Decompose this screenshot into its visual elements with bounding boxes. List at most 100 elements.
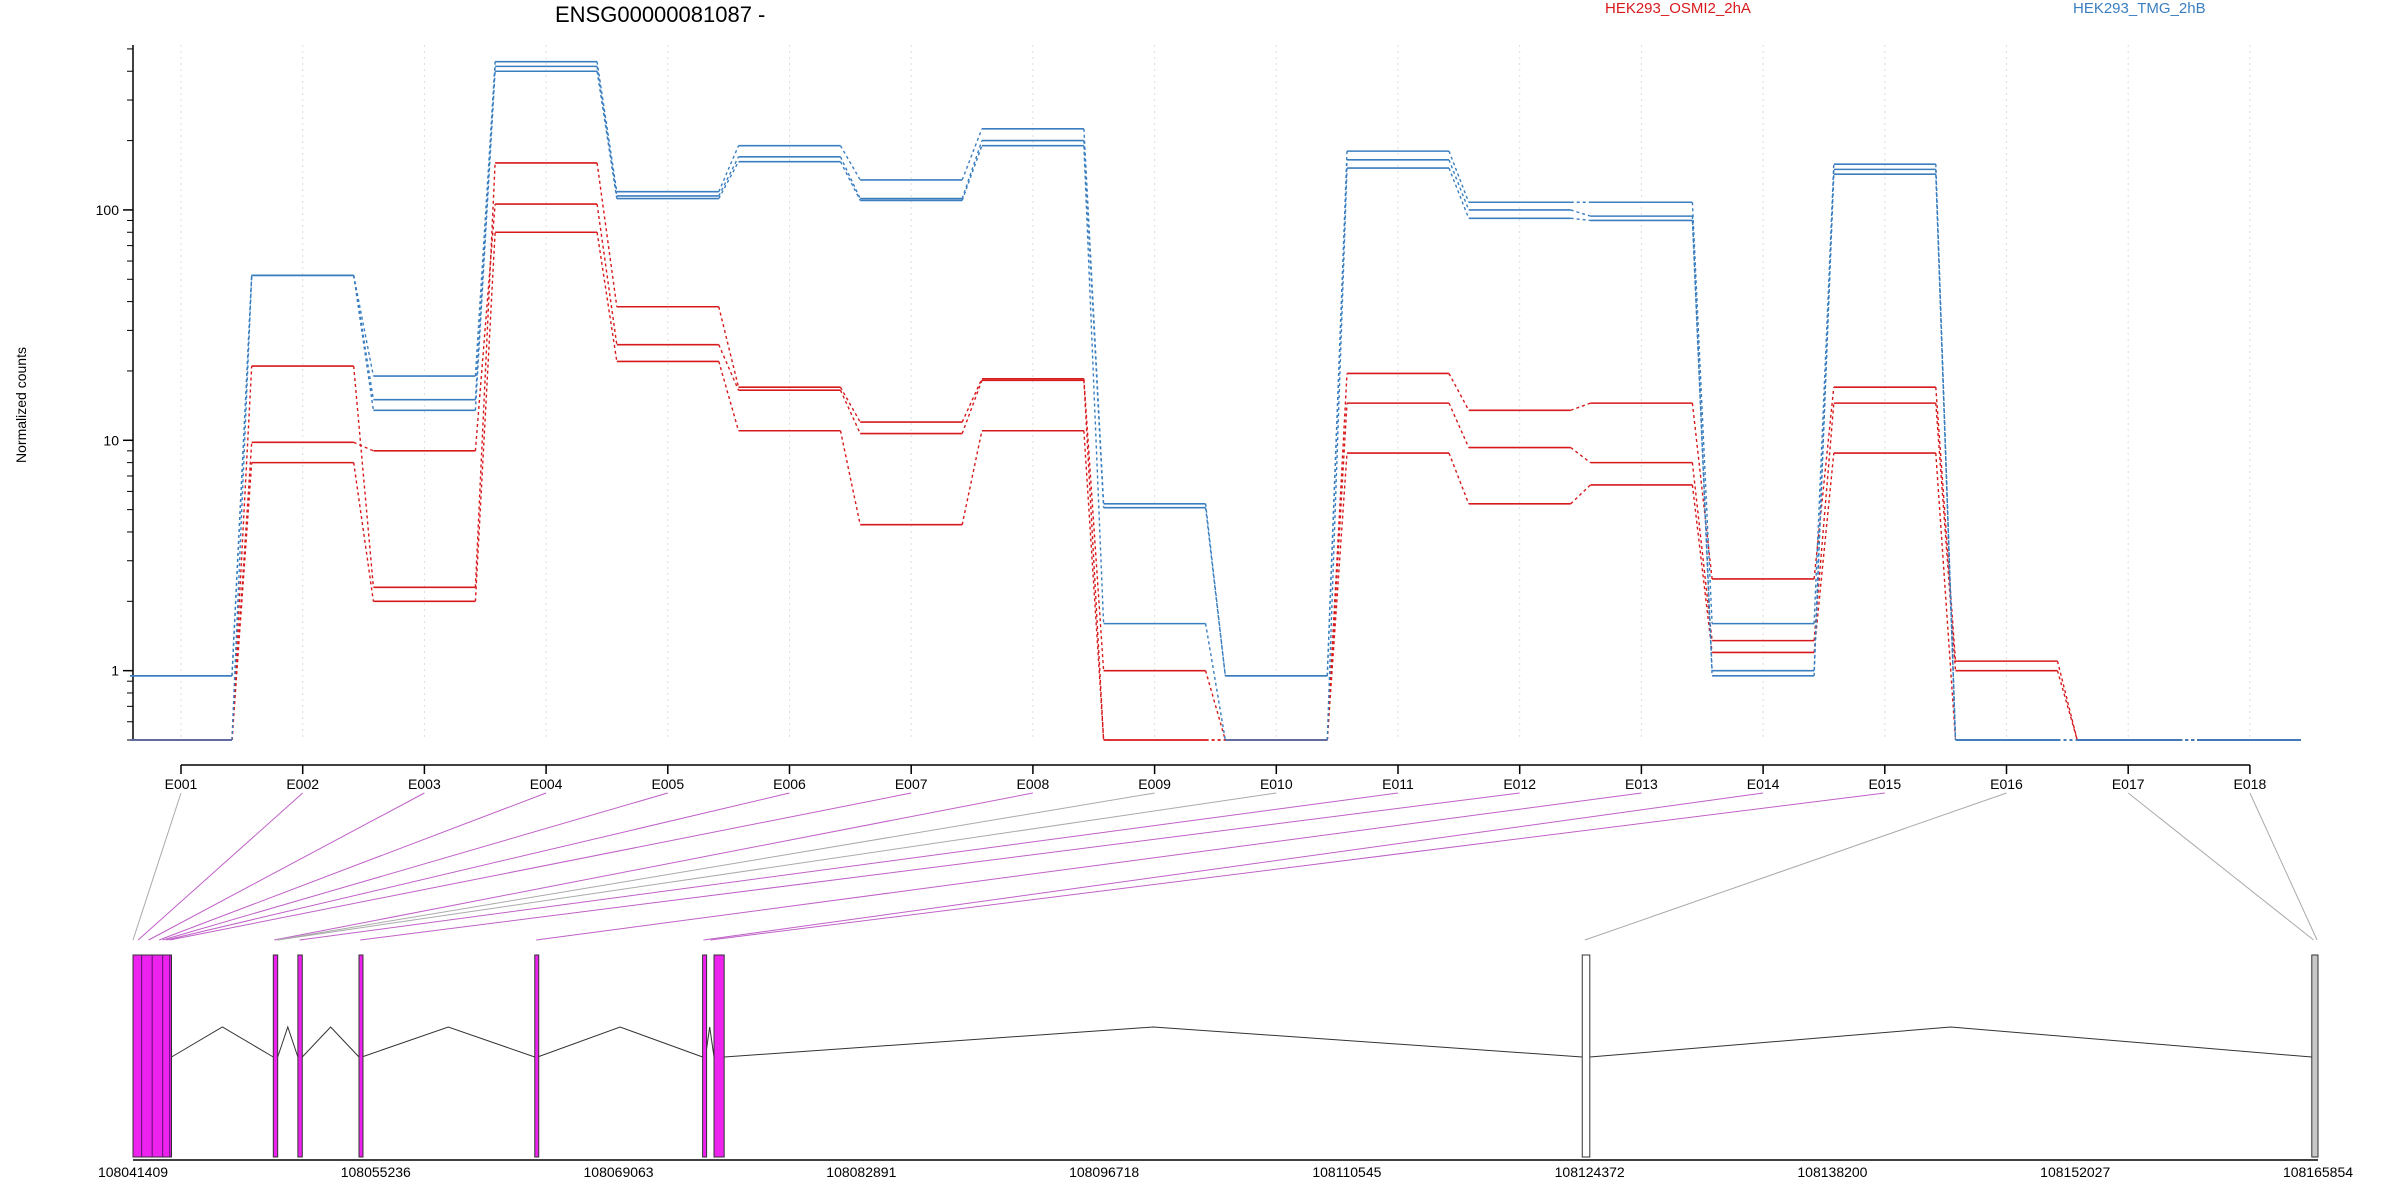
x-tick-label-E010: E010 xyxy=(1260,776,1293,792)
connector-E012 xyxy=(360,792,1520,941)
genomic-coordinate-label-2: 108069063 xyxy=(584,1164,654,1180)
genomic-coordinate-label-4: 108096718 xyxy=(1069,1164,1139,1180)
legend-entry-tmg: HEK293_TMG_2hB xyxy=(2073,0,2206,17)
series-connector xyxy=(2056,670,2078,741)
series-connector xyxy=(1813,174,1835,676)
genomic-coordinate-label-0: 108041409 xyxy=(98,1164,168,1180)
vertical-grid xyxy=(180,45,2251,740)
intron-7 xyxy=(1589,1026,2312,1058)
series-connector xyxy=(1570,484,1591,505)
series-connector xyxy=(353,441,374,452)
series-connector xyxy=(839,386,861,423)
series-connector xyxy=(839,389,861,434)
exon-block-4 xyxy=(534,954,540,1158)
connector-E003 xyxy=(148,792,425,941)
series-connector xyxy=(231,462,253,741)
series-connector xyxy=(1083,380,1105,741)
series-connector xyxy=(1083,378,1105,671)
x-tick-label-E017: E017 xyxy=(2112,776,2145,792)
genomic-coordinate-label-8: 108152027 xyxy=(2040,1164,2110,1180)
series-connector xyxy=(1813,164,1835,624)
x-tick-label-E003: E003 xyxy=(408,776,441,792)
intron-3 xyxy=(361,1026,535,1058)
x-tick-label-E006: E006 xyxy=(773,776,806,792)
y-tick-label-10: 10 xyxy=(103,432,119,448)
genomic-coordinate-label-6: 108124372 xyxy=(1555,1164,1625,1180)
series-connector xyxy=(353,275,375,377)
series-connector xyxy=(1691,202,1713,624)
series-connector xyxy=(1813,387,1835,580)
series-HEK293_TMG_2hB-4 xyxy=(130,65,2301,741)
connector-E009 xyxy=(276,792,1155,941)
x-tick-label-E015: E015 xyxy=(1868,776,1901,792)
x-tick-label-E005: E005 xyxy=(651,776,684,792)
series-connector xyxy=(718,156,740,197)
series-connector xyxy=(1570,447,1591,464)
plot-axes: 1 10 100 E001 E002 E003 E004 E005 E006 E007 E008 E0… xyxy=(96,45,2266,792)
series-connector xyxy=(1204,623,1226,741)
series-connector xyxy=(839,145,861,181)
connector-E007 xyxy=(169,792,912,941)
series-connector xyxy=(1691,220,1713,676)
x-tick-label-E011: E011 xyxy=(1382,776,1414,792)
intron-1 xyxy=(277,1025,299,1058)
connector-E014 xyxy=(703,792,1764,941)
exon-block-8 xyxy=(2311,954,2319,1158)
connector-E008 xyxy=(274,792,1033,941)
x-tick-label-E009: E009 xyxy=(1138,776,1171,792)
genomic-coordinate-label-1: 108055236 xyxy=(341,1164,411,1180)
series-connector xyxy=(1204,503,1226,676)
series-connector xyxy=(1813,403,1835,641)
connector-E017 xyxy=(2127,792,2314,941)
exon-block-1 xyxy=(272,954,279,1158)
series-connector xyxy=(1935,387,1957,662)
x-tick-label-E012: E012 xyxy=(1503,776,1536,792)
connector-E004 xyxy=(159,792,547,941)
series-connector xyxy=(1935,453,1957,741)
series-connector xyxy=(1204,670,1226,741)
series-connector xyxy=(1935,174,1957,741)
intron-2 xyxy=(301,1026,360,1058)
connector-E002 xyxy=(137,792,304,941)
exon-block-3 xyxy=(358,954,364,1158)
series-connector xyxy=(596,71,618,199)
connector-E018 xyxy=(2249,792,2318,941)
exon-connectors xyxy=(132,792,2318,941)
gene-model: 108041409 108055236 108069063 108082891 1080… xyxy=(98,954,2353,1180)
series-connector xyxy=(474,162,496,588)
series-connector xyxy=(1935,169,1957,741)
series-connector xyxy=(474,232,496,602)
series-connector xyxy=(961,378,983,423)
series-connector xyxy=(718,361,740,431)
connector-E016 xyxy=(1584,792,2007,941)
series-connector xyxy=(353,275,375,411)
connector-E015 xyxy=(710,792,1885,941)
series-HEK293_TMG_2hB-5 xyxy=(130,70,2301,741)
series-connector xyxy=(1448,402,1470,448)
series-connector xyxy=(718,344,740,391)
series-HEK293_OSMI2_2hA-2 xyxy=(130,231,2301,741)
connector-E006 xyxy=(166,792,790,941)
y-tick-label-100: 100 xyxy=(96,202,120,218)
connector-E010 xyxy=(277,792,1277,941)
connector-E013 xyxy=(536,792,1642,941)
series-connector xyxy=(961,430,983,525)
x-tick-label-E004: E004 xyxy=(530,776,563,792)
series-connector xyxy=(2056,660,2078,741)
series-connector xyxy=(353,366,375,588)
connector-E011 xyxy=(299,792,1399,941)
series-HEK293_TMG_2hB-3 xyxy=(130,60,2301,741)
series-connector xyxy=(1691,484,1713,653)
series-connector xyxy=(474,71,496,411)
series-HEK293_OSMI2_2hA-1 xyxy=(130,203,2301,741)
series-connector xyxy=(718,145,740,192)
exon-block-2 xyxy=(297,954,303,1158)
series-connector xyxy=(1083,430,1105,741)
series-connector xyxy=(839,156,861,199)
series-connector xyxy=(1448,373,1470,411)
x-tick-label-E013: E013 xyxy=(1625,776,1658,792)
series-connector xyxy=(839,430,861,525)
series-connector xyxy=(1448,452,1470,505)
genomic-coordinate-label-3: 108082891 xyxy=(826,1164,896,1180)
x-tick-label-E014: E014 xyxy=(1747,776,1780,792)
